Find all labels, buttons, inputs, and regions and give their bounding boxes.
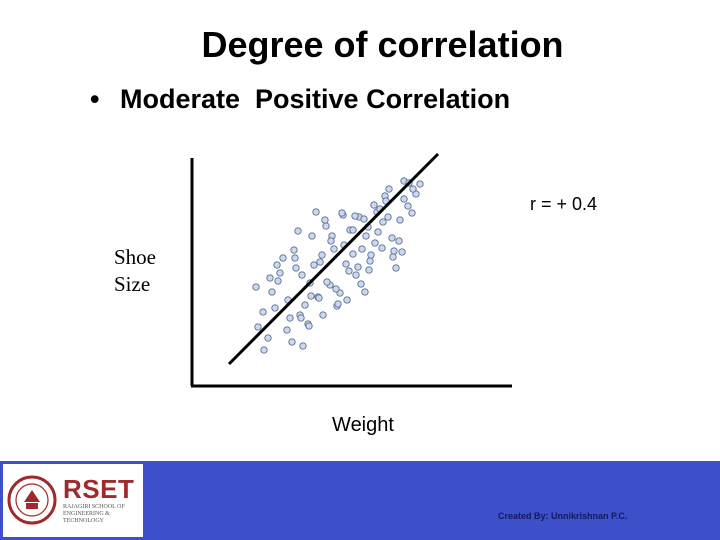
data-point <box>398 248 406 256</box>
data-point <box>260 346 268 354</box>
data-point <box>312 208 320 216</box>
data-point <box>322 222 330 230</box>
scatter-plot <box>190 152 512 388</box>
data-point <box>385 185 393 193</box>
data-point <box>371 239 379 247</box>
bullet-item: • Moderate Positive Correlation <box>90 84 510 115</box>
data-point <box>352 271 360 279</box>
data-point <box>283 326 291 334</box>
data-point <box>332 285 340 293</box>
data-point <box>349 226 357 234</box>
data-point <box>342 260 350 268</box>
data-point <box>357 280 365 288</box>
bullet-text: Moderate Positive Correlation <box>120 84 511 114</box>
data-point <box>297 314 305 322</box>
data-point <box>316 258 324 266</box>
data-point <box>366 257 374 265</box>
correlation-coefficient-label: r = + 0.4 <box>530 194 598 214</box>
data-point <box>395 237 403 245</box>
data-point <box>259 308 267 316</box>
logo-subtext: RAJAGIRI SCHOOL OF ENGINEERING & TECHNOL… <box>63 504 125 524</box>
data-point <box>358 245 366 253</box>
logo-text: RSET <box>63 474 135 504</box>
data-point <box>266 274 274 282</box>
rset-logo: RSET RAJAGIRI SCHOOL OF ENGINEERING & TE… <box>3 464 143 537</box>
data-point <box>390 247 398 255</box>
data-point <box>276 269 284 277</box>
data-point <box>370 201 378 209</box>
data-point <box>292 264 300 272</box>
data-point <box>254 323 262 331</box>
data-point <box>338 209 346 217</box>
data-point <box>360 215 368 223</box>
data-point <box>404 202 412 210</box>
data-point <box>305 322 313 330</box>
slide-title: Degree of correlation <box>201 24 564 65</box>
data-point <box>264 334 272 342</box>
data-point <box>330 245 338 253</box>
data-point <box>351 212 359 220</box>
data-point <box>327 237 335 245</box>
data-point <box>354 263 362 271</box>
data-point <box>388 234 396 242</box>
data-point <box>273 261 281 269</box>
data-point <box>308 232 316 240</box>
data-point <box>286 314 294 322</box>
data-point <box>367 251 375 259</box>
data-point <box>307 292 315 300</box>
data-point <box>416 180 424 188</box>
y-axis-label: Shoe Size <box>114 244 184 298</box>
trend-line <box>227 152 440 366</box>
data-point <box>271 304 279 312</box>
data-point <box>319 311 327 319</box>
data-points <box>252 177 424 354</box>
data-point <box>389 253 397 261</box>
data-point <box>298 271 306 279</box>
y-axis-label-line: Shoe <box>114 245 156 269</box>
data-point <box>378 244 386 252</box>
data-point <box>252 283 260 291</box>
data-point <box>288 338 296 346</box>
data-point <box>392 264 400 272</box>
data-point <box>409 185 417 193</box>
data-point <box>379 218 387 226</box>
y-axis-label-line: Size <box>114 272 151 296</box>
data-point <box>349 250 357 258</box>
data-point <box>274 277 282 285</box>
data-point <box>396 216 404 224</box>
data-point <box>315 294 323 302</box>
data-point <box>400 195 408 203</box>
data-point <box>374 228 382 236</box>
data-point <box>343 296 351 304</box>
data-point <box>279 254 287 262</box>
data-point <box>301 301 309 309</box>
data-point <box>268 288 276 296</box>
x-axis-label: Weight <box>332 414 394 436</box>
data-point <box>294 227 302 235</box>
data-point <box>321 216 329 224</box>
data-point <box>408 209 416 217</box>
data-point <box>310 261 318 269</box>
data-point <box>384 213 392 221</box>
bullet-icon: • <box>90 84 100 114</box>
credit-text: Created By: Unnikrishnan P.C. <box>498 511 628 521</box>
data-point <box>291 254 299 262</box>
data-point <box>318 251 326 259</box>
data-point <box>345 267 353 275</box>
data-point <box>323 278 331 286</box>
data-point <box>334 300 342 308</box>
data-point <box>299 342 307 350</box>
data-point <box>362 232 370 240</box>
data-point <box>290 246 298 254</box>
footer-bar: RSET RAJAGIRI SCHOOL OF ENGINEERING & TE… <box>0 461 720 540</box>
data-point <box>365 266 373 274</box>
college-seal-icon <box>7 475 57 525</box>
data-point <box>361 288 369 296</box>
